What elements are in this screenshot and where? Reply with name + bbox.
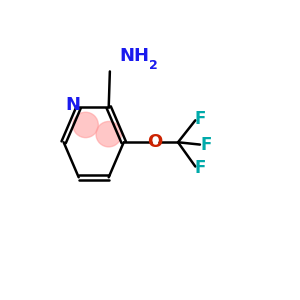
Circle shape [96, 122, 122, 147]
Text: F: F [195, 110, 206, 128]
Text: N: N [65, 96, 80, 114]
Text: O: O [147, 133, 163, 151]
Text: NH: NH [119, 47, 149, 65]
Text: F: F [195, 159, 206, 177]
Text: F: F [200, 136, 212, 154]
Text: 2: 2 [149, 59, 158, 72]
Circle shape [73, 112, 98, 138]
